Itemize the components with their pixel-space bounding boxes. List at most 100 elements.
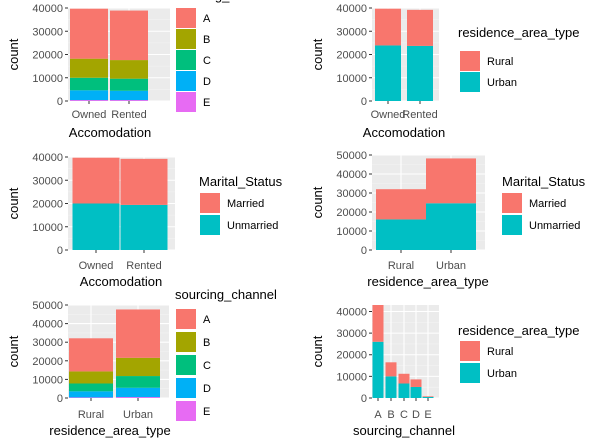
legend-key-a xyxy=(176,8,196,28)
y-tick-label: 10000 xyxy=(336,226,367,238)
legend-key-urban xyxy=(460,72,480,92)
bar-segment-rural-e xyxy=(69,397,113,398)
legend-label-rural: Rural xyxy=(487,56,513,68)
y-tick-label: 40000 xyxy=(32,319,63,331)
x-tick-label-owned: Owned xyxy=(371,109,406,121)
legend-key-c xyxy=(176,355,196,375)
y-tick-label: 50000 xyxy=(32,300,63,312)
bar-segment-c-urban xyxy=(398,383,410,398)
legend-label-married: Married xyxy=(529,198,566,210)
x-tick-label-a: A xyxy=(374,409,382,421)
legend-label-d: D xyxy=(203,383,211,395)
bar-segment-rented-rural xyxy=(407,9,433,46)
legend-title: residence_area_type xyxy=(458,323,579,338)
y-tick-label: 40000 xyxy=(336,169,367,181)
bar-segment-urban-married xyxy=(426,158,476,204)
bar-segment-e-rural xyxy=(422,396,434,397)
x-axis-title: residence_area_type xyxy=(49,423,170,438)
y-tick-label: 20000 xyxy=(32,356,63,368)
x-tick-label-owned: Owned xyxy=(79,260,114,272)
legend-label-unmarried: Unmarried xyxy=(529,220,580,232)
y-tick-label: 20000 xyxy=(32,199,63,211)
bar-segment-rented-urban xyxy=(407,45,433,101)
y-axis-title: count xyxy=(310,335,325,367)
legend-key-d xyxy=(176,378,196,398)
chart-panel-residence-marital: Marital_Status 0 10000 20000 30000 40000 5000… xyxy=(310,150,586,289)
bar-segment-c-rural xyxy=(398,373,410,384)
y-tick-label: 20000 xyxy=(336,50,367,62)
chart-panel-accomodation-residence: residence_area_type 0 10000 20000 30000 4000… xyxy=(310,3,579,140)
bar-segment-owned-rural xyxy=(375,8,401,46)
y-tick-label: 0 xyxy=(57,96,63,108)
x-tick-label-rented: Rented xyxy=(111,109,146,121)
legend-key-c xyxy=(176,50,196,70)
y-tick-label: 50000 xyxy=(336,150,367,162)
x-axis-title: residence_area_type xyxy=(367,274,488,289)
legend-label-d: D xyxy=(203,76,211,88)
y-tick-label: 40000 xyxy=(336,306,367,318)
chart-panel-sourcing-residence: residence_area_type 0 10000 20000 30000 4000… xyxy=(310,305,579,438)
x-tick-label-urban: Urban xyxy=(436,260,466,272)
legend-key-b xyxy=(176,332,196,352)
y-tick-label: 0 xyxy=(361,96,367,108)
bar-segment-owned-d xyxy=(70,90,108,101)
bar-segment-urban-a xyxy=(116,309,160,358)
y-tick-label: 0 xyxy=(57,245,63,257)
y-tick-label: 0 xyxy=(57,393,63,405)
bar-segment-rented-a xyxy=(110,10,148,61)
bar-segment-rural-married xyxy=(376,189,426,220)
y-tick-label: 10000 xyxy=(32,374,63,386)
legend-title: Marital_Status xyxy=(199,174,283,189)
x-tick-label-rural: Rural xyxy=(388,260,414,272)
x-tick-label-owned: Owned xyxy=(72,109,107,121)
y-tick-label: 20000 xyxy=(336,350,367,362)
y-tick-label: 30000 xyxy=(336,188,367,200)
legend-key-a xyxy=(176,309,196,329)
bar-segment-rented-unmarried xyxy=(120,204,168,250)
bar-segment-rural-unmarried xyxy=(376,219,426,250)
legend-label-e: E xyxy=(203,406,210,418)
y-tick-label: 30000 xyxy=(336,328,367,340)
bar-segment-rented-b xyxy=(110,60,148,79)
chart-panel-accomodation-marital: Marital_Status 0 10000 20000 30000 40000 Owne… xyxy=(6,152,283,289)
bar-segment-urban-d xyxy=(116,387,160,398)
bar-segment-rural-b xyxy=(69,371,113,384)
bar-segment-urban-e xyxy=(116,397,160,398)
bar-segment-rented-married xyxy=(120,158,168,205)
bar-segment-owned-a xyxy=(70,8,108,59)
x-tick-label-rented: Rented xyxy=(126,260,161,272)
bar-segment-owned-unmarried xyxy=(72,203,120,250)
legend-title: residence_area_type xyxy=(458,25,579,40)
bar-segment-b-urban xyxy=(385,376,397,398)
x-tick-label-rented: Rented xyxy=(402,109,437,121)
legend-key-unmarried xyxy=(502,215,522,235)
y-tick-label: 40000 xyxy=(32,3,63,15)
y-tick-label: 10000 xyxy=(32,222,63,234)
y-axis-title: count xyxy=(6,335,21,367)
y-axis-title: count xyxy=(310,38,325,70)
y-tick-label: 40000 xyxy=(32,152,63,164)
y-tick-label: 10000 xyxy=(336,73,367,85)
x-tick-label-e: E xyxy=(424,409,431,421)
bar-segment-rural-d xyxy=(69,391,113,398)
bar-segment-rented-d xyxy=(110,90,148,101)
chart-panel-accomodation-sourcing: sourcing_channel 0 10000 20000 30000 40000 Ow… xyxy=(6,0,275,140)
legend-label-rural: Rural xyxy=(487,346,513,358)
legend-title: sourcing_channel xyxy=(173,0,275,3)
bar-segment-rural-a xyxy=(69,338,113,372)
legend-label-married: Married xyxy=(227,198,264,210)
y-tick-label: 20000 xyxy=(32,50,63,62)
y-tick-label: 30000 xyxy=(32,337,63,349)
y-axis-title: count xyxy=(310,186,325,218)
legend-label-e: E xyxy=(203,97,210,109)
bar-segment-d-rural xyxy=(410,379,422,387)
bar-segment-b-rural xyxy=(385,362,397,377)
y-axis-title: count xyxy=(6,38,21,70)
bar-segment-urban-unmarried xyxy=(426,203,476,250)
y-tick-label: 10000 xyxy=(32,73,63,85)
bar-segment-d-urban xyxy=(410,386,422,398)
x-tick-label-d: D xyxy=(412,409,420,421)
x-axis-title: sourcing_channel xyxy=(353,423,455,438)
legend-key-married xyxy=(502,193,522,213)
